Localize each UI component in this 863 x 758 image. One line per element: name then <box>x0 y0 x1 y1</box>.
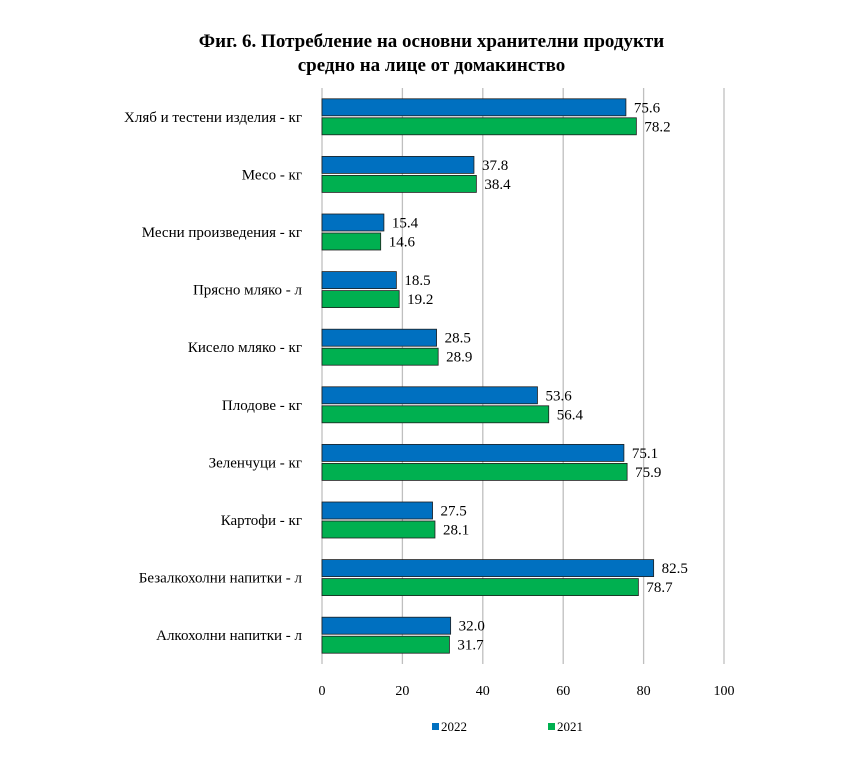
data-label-2021: 19.2 <box>407 292 433 308</box>
bar-2021 <box>321 578 639 596</box>
bar-2021 <box>321 635 450 654</box>
chart-title-line-2: средно на лице от домакинство <box>297 55 566 76</box>
legend-swatch-2021 <box>548 723 555 730</box>
category-label: Месо - кг <box>242 167 302 183</box>
data-label-2021: 38.4 <box>484 177 511 193</box>
bar-2022 <box>321 616 452 635</box>
data-label-2021: 78.7 <box>646 580 673 596</box>
bar-2022 <box>321 328 437 347</box>
bar-2021 <box>321 232 382 251</box>
chart-title-line-1: Фиг. 6. Потребление на основни хранителн… <box>198 31 665 52</box>
x-axis-ticks: 0 20 40 60 80 100 <box>319 684 735 699</box>
legend-label-2022: 2022 <box>441 719 467 734</box>
data-label-2022: 75.6 <box>634 100 661 116</box>
data-label-2021: 14.6 <box>389 235 416 251</box>
data-label-2021: 28.9 <box>446 350 472 366</box>
category-label: Плодове - кг <box>222 398 302 414</box>
gridlines <box>321 88 725 664</box>
bar-2021 <box>321 174 477 193</box>
data-label-2022: 82.5 <box>662 561 688 577</box>
x-tick-label: 80 <box>637 684 651 699</box>
category-label: Хляб и тестени изделия - кг <box>124 110 302 126</box>
x-tick-label: 20 <box>395 684 409 699</box>
data-label-2022: 53.6 <box>545 388 572 404</box>
category-label: Прясно мляко - л <box>193 283 303 299</box>
category-label: Картофи - кг <box>221 513 302 529</box>
bar-2022 <box>321 501 433 520</box>
data-label-2021: 78.2 <box>644 119 670 135</box>
bar-2021 <box>321 405 550 424</box>
x-tick-label: 60 <box>556 684 570 699</box>
bar-2022 <box>321 98 627 117</box>
category-labels: Хляб и тестени изделия - кг Месо - кг Месн… <box>124 110 302 644</box>
data-label-2022: 28.5 <box>445 331 471 347</box>
legend-swatch-2022 <box>432 723 439 730</box>
category-label: Безалкохолни напитки - л <box>139 571 303 587</box>
category-label: Кисело мляко - кг <box>188 340 302 356</box>
data-label-2022: 37.8 <box>482 158 508 174</box>
x-tick-label: 40 <box>476 684 490 699</box>
data-label-2021: 31.7 <box>457 638 484 654</box>
data-label-2022: 15.4 <box>392 216 419 232</box>
bar-2022 <box>321 271 397 290</box>
bar-2021 <box>321 117 637 136</box>
bar-2022 <box>321 559 655 577</box>
legend: 2022 2021 <box>432 719 583 734</box>
data-label-2021: 75.9 <box>635 465 661 481</box>
data-label-2021: 56.4 <box>557 407 584 423</box>
legend-label-2021: 2021 <box>557 719 583 734</box>
category-label: Месни произведения - кг <box>142 225 302 241</box>
data-label-2022: 32.0 <box>459 619 485 635</box>
category-label: Алкохолни напитки - л <box>156 628 302 644</box>
bar-2022 <box>321 155 475 174</box>
data-label-2021: 28.1 <box>443 523 469 539</box>
bar-2021 <box>321 347 439 366</box>
bars: 75.6 78.2 37.8 38.4 15.4 14.6 18.5 19.2 28.5 28.9… <box>321 98 688 654</box>
category-label: Зеленчуци - кг <box>209 455 302 471</box>
bar-2021 <box>321 290 400 309</box>
bar-2021 <box>321 462 628 481</box>
bar-2022 <box>321 443 625 462</box>
bar-2021 <box>321 520 436 539</box>
chart-title: Фиг. 6. Потребление на основни хранителн… <box>0 30 863 78</box>
data-label-2022: 27.5 <box>441 504 467 520</box>
x-tick-label: 100 <box>714 684 735 699</box>
data-label-2022: 75.1 <box>632 446 658 462</box>
bar-2022 <box>321 386 538 405</box>
bar-2022 <box>321 213 385 232</box>
x-tick-label: 0 <box>319 684 326 699</box>
data-label-2022: 18.5 <box>404 273 430 289</box>
